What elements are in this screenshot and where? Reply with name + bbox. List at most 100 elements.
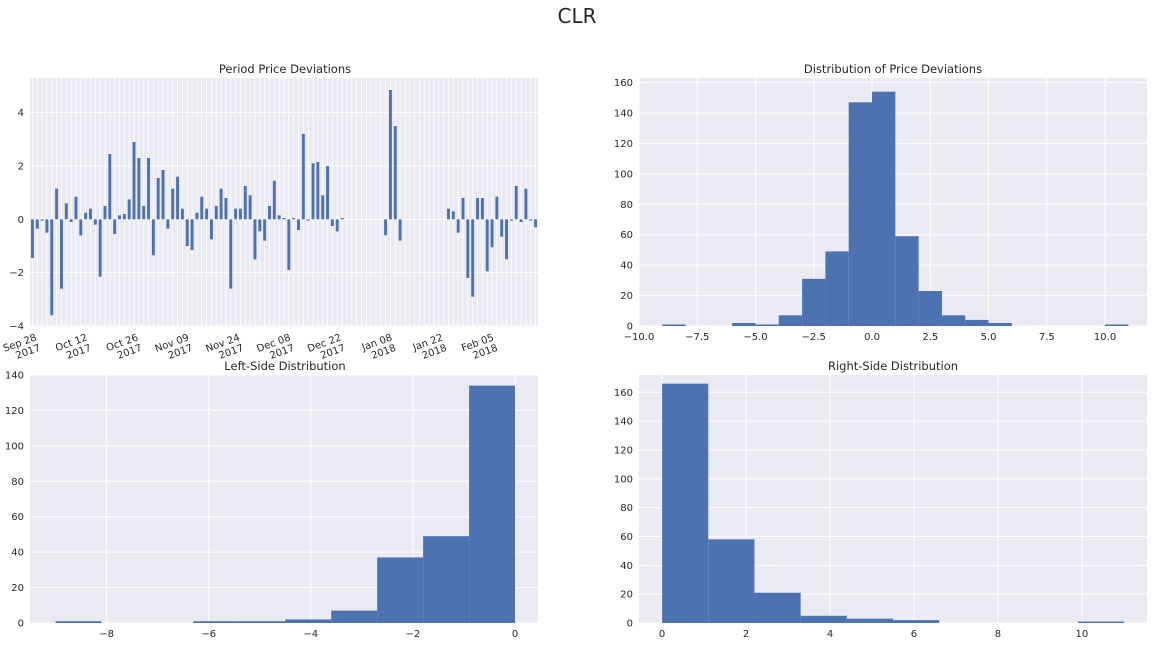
y-tick-label: 140 (614, 108, 633, 119)
histogram-bar (988, 322, 1012, 326)
bar (190, 219, 194, 250)
bar (234, 208, 238, 220)
y-tick-labels: 0 20 40 60 80 100 120 140 (5, 371, 24, 630)
bar (166, 219, 170, 229)
histogram-bar (423, 536, 470, 623)
y-tick-label: 4 (18, 108, 24, 119)
bar (122, 214, 126, 220)
y-tick-label: 20 (620, 291, 633, 302)
y-tick-label: −4 (9, 322, 24, 333)
histogram-bars (662, 91, 1129, 326)
bar (471, 219, 475, 297)
bar (69, 219, 73, 222)
bar (127, 199, 131, 220)
bar (311, 163, 315, 220)
bar (529, 219, 533, 221)
bar (108, 154, 112, 220)
y-tick-label: 40 (620, 261, 633, 272)
figure-title: CLR (557, 4, 596, 28)
x-tick-label: Feb 052018 (460, 332, 499, 364)
x-tick-label: −5.0 (743, 332, 767, 343)
histogram-bars (55, 385, 516, 623)
bar (151, 219, 155, 256)
x-tick-labels: −10.0 −7.5 −5.0 −2.5 0.0 2.5 5.0 7.5 10.0 (624, 332, 1117, 343)
bar (330, 219, 334, 226)
bar (219, 188, 223, 220)
bar (243, 186, 247, 220)
bar (282, 218, 286, 220)
bar (229, 219, 233, 289)
y-tick-label: 80 (11, 477, 24, 488)
bar (55, 188, 59, 220)
subplot-title: Period Price Deviations (219, 62, 351, 76)
subplot-left-side-distribution: Left-Side Distribution 0 20 40 60 80 100 120 14… (5, 359, 538, 640)
y-tick-label: 0 (627, 619, 633, 630)
bar (447, 208, 450, 220)
x-tick-label: −7.5 (685, 332, 709, 343)
bar (40, 219, 44, 221)
y-tick-label: 80 (620, 200, 633, 211)
y-tick-label: 20 (620, 590, 633, 601)
histogram-bar (239, 621, 286, 623)
y-tick-label: 140 (614, 417, 633, 428)
bar (185, 219, 189, 246)
bar (45, 219, 49, 233)
bar (326, 166, 329, 220)
histogram-bar (893, 620, 940, 623)
histogram-bars (662, 383, 1124, 623)
bar (224, 198, 228, 220)
y-tick-labels: 0 20 40 60 80 100 120 140 160 (614, 78, 633, 332)
bar (316, 162, 320, 220)
x-tick-label: 7.5 (1039, 332, 1055, 343)
y-tick-labels: 0 20 40 60 80 100 120 140 160 (614, 388, 633, 630)
bar (505, 219, 509, 260)
bar (74, 196, 78, 220)
x-tick-label: 0.0 (864, 332, 880, 343)
bar (466, 219, 470, 278)
histogram-bar (662, 383, 709, 623)
histogram-bar (778, 315, 803, 326)
x-tick-label: Jan 222018 (411, 332, 449, 364)
bar (118, 215, 121, 220)
x-tick-label: 8 (995, 629, 1001, 640)
bar (534, 219, 538, 228)
bar (384, 219, 388, 236)
y-tick-label: 0 (627, 322, 633, 333)
histogram-bar (193, 621, 240, 623)
y-tick-label: 100 (614, 474, 633, 485)
y-tick-label: 20 (11, 583, 24, 594)
histogram-bar (285, 619, 332, 623)
bar (35, 219, 39, 229)
bar (292, 218, 296, 220)
bar (287, 219, 291, 270)
bar (253, 219, 257, 260)
y-tick-label: 0 (18, 619, 24, 630)
bar (451, 211, 455, 220)
histogram-bar (331, 610, 378, 623)
histogram-bar (1077, 621, 1124, 623)
y-tick-label: 160 (614, 388, 633, 399)
subplot-title: Right-Side Distribution (828, 359, 958, 373)
bar (103, 206, 107, 220)
histogram-bar (708, 539, 755, 623)
x-tick-label: 4 (827, 629, 833, 640)
histogram-bar (754, 592, 801, 623)
bar (456, 219, 460, 233)
bar (161, 170, 165, 220)
bar (514, 186, 518, 220)
bar (297, 219, 300, 230)
bar (480, 198, 484, 220)
x-tick-labels: 0 2 4 6 8 10 (659, 629, 1088, 640)
bar (277, 215, 281, 220)
histogram-bar (469, 385, 516, 623)
bar (461, 198, 465, 220)
y-tick-label: 60 (620, 230, 633, 241)
x-tick-label: 5.0 (981, 332, 997, 343)
x-tick-label: −6 (201, 629, 216, 640)
x-tick-label: 6 (911, 629, 917, 640)
histogram-bar (55, 621, 102, 623)
x-tick-label: 2 (743, 629, 749, 640)
subplot-period-price-deviations: Period Price Deviations −4 −2 0 2 4 Sep 2820… (2, 62, 538, 364)
bar (84, 212, 88, 220)
bar (321, 195, 325, 220)
